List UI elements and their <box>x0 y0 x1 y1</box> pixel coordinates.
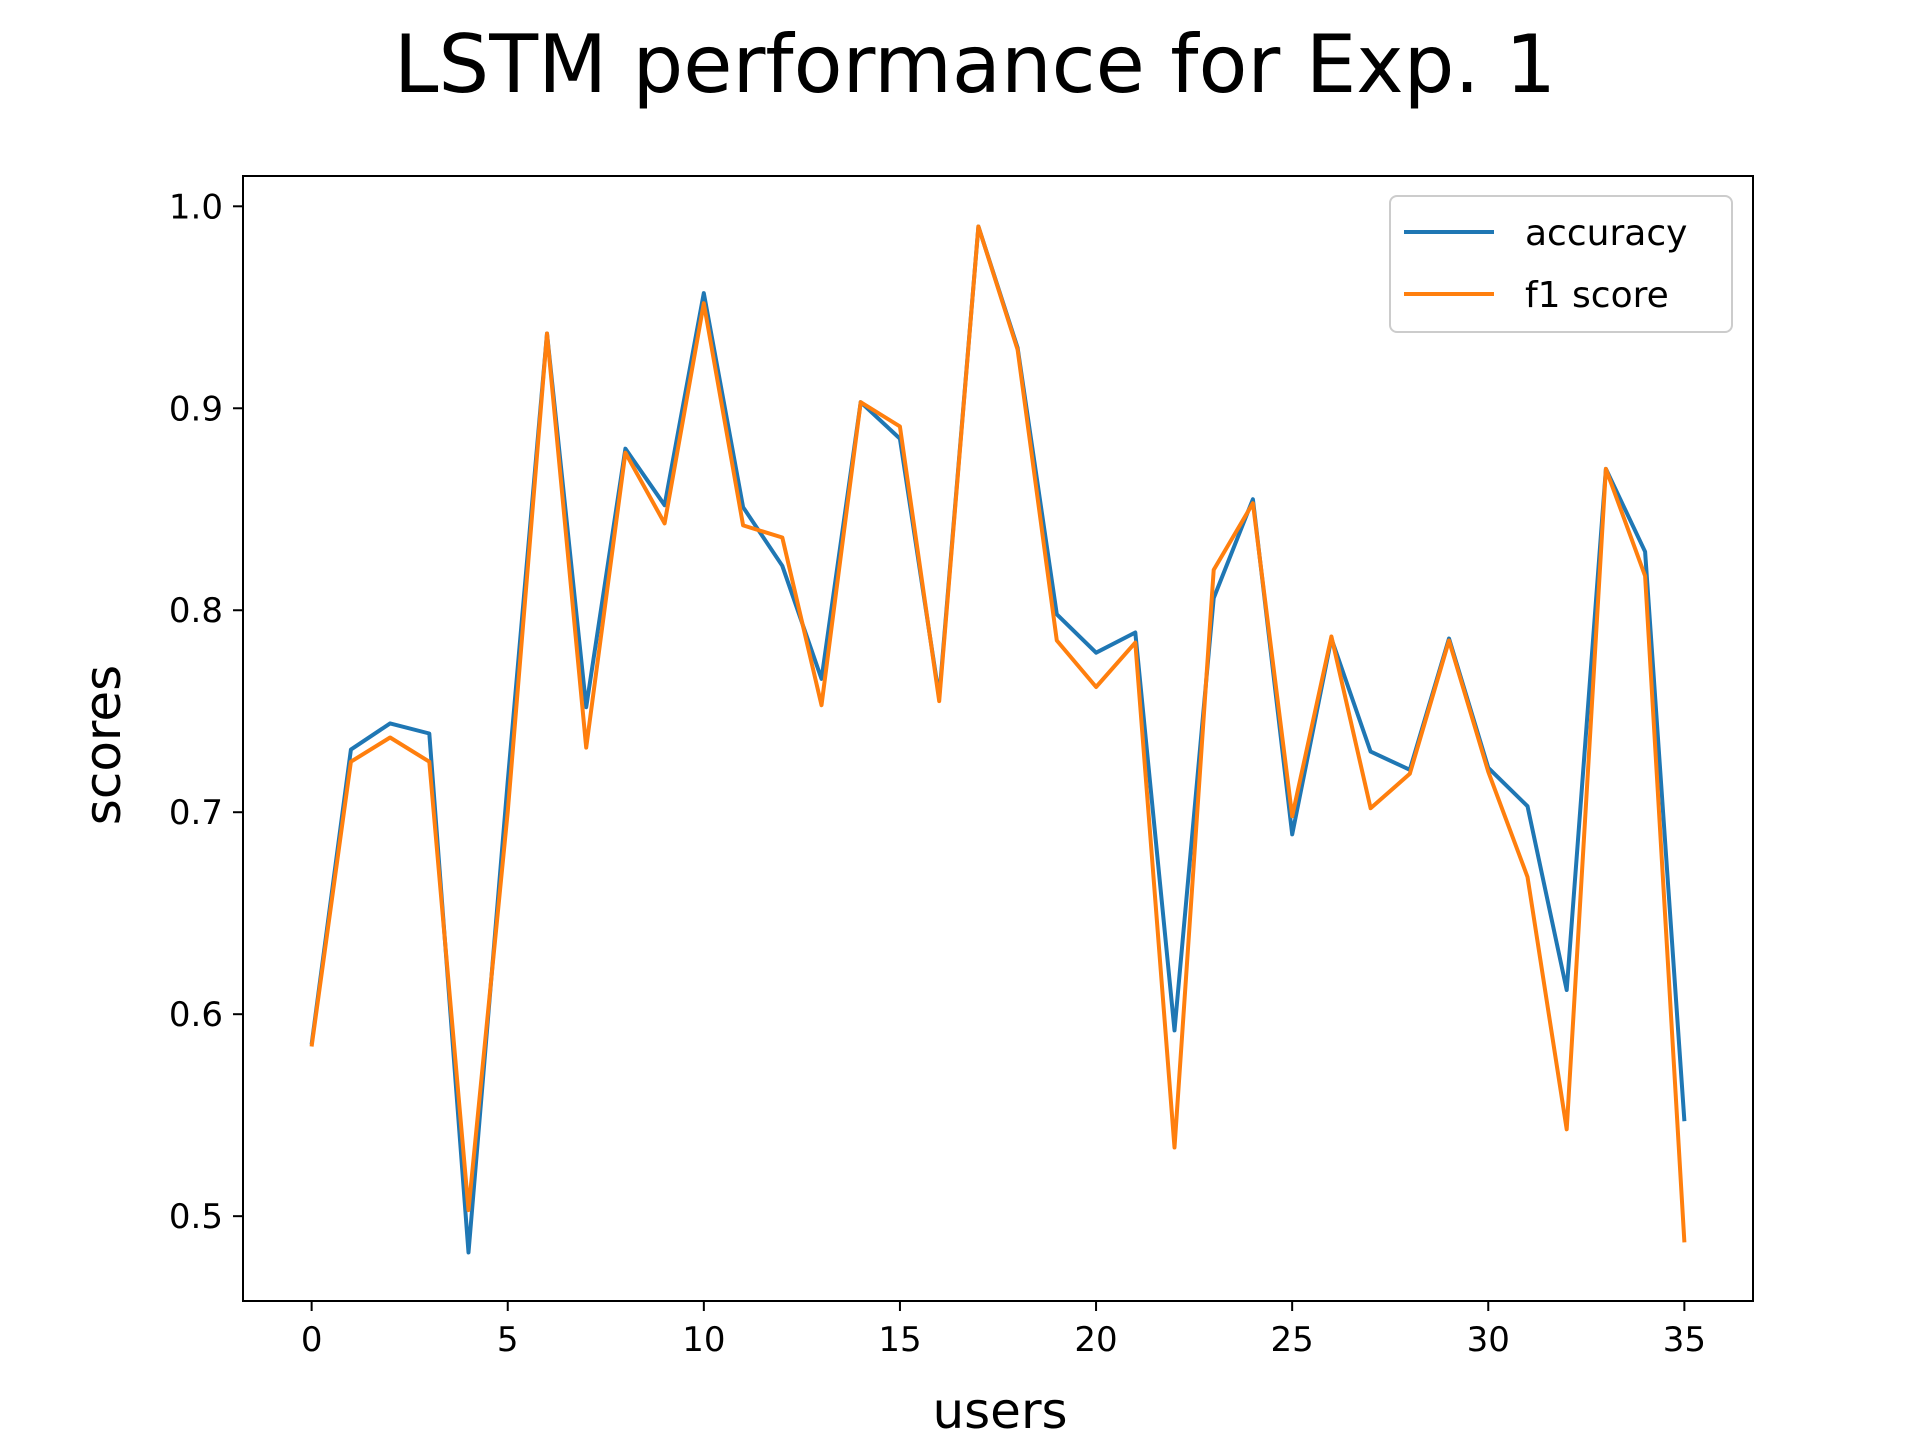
x-axis-ticks: 0 5 10 15 20 25 30 35 <box>301 1301 1706 1360</box>
legend-label: f1 score <box>1525 275 1669 316</box>
series-line-f1-score <box>309 224 1687 1243</box>
x-tick-label: 30 <box>1467 1320 1510 1360</box>
x-tick-label: 5 <box>497 1320 519 1360</box>
x-tick-label: 10 <box>682 1320 725 1360</box>
x-tick-label: 15 <box>878 1320 921 1360</box>
plot-frame <box>242 175 1754 1302</box>
y-tick-label: 0.7 <box>169 793 223 833</box>
y-tick-label: 0.6 <box>169 995 223 1035</box>
y-axis-label: scores <box>74 665 132 825</box>
y-tick-label: 1.0 <box>169 187 223 227</box>
y-tick-label: 0.5 <box>169 1197 223 1237</box>
x-axis-label: users <box>932 1382 1067 1440</box>
legend-label: accuracy <box>1525 213 1687 254</box>
y-tick-label: 0.9 <box>169 389 223 429</box>
plot-area <box>242 175 1754 1302</box>
y-tick-label: 0.8 <box>169 591 223 631</box>
x-tick-label: 0 <box>301 1320 323 1360</box>
legend: accuracy f1 score <box>1389 195 1733 333</box>
series-layer <box>309 224 1687 1255</box>
x-tick-label: 25 <box>1271 1320 1314 1360</box>
chart-title: LSTM performance for Exp. 1 <box>394 18 1556 111</box>
x-tick-label: 20 <box>1074 1320 1117 1360</box>
x-tick-label: 35 <box>1663 1320 1706 1360</box>
y-axis-ticks: 0.5 0.6 0.7 0.8 0.9 1.0 <box>169 187 243 1237</box>
